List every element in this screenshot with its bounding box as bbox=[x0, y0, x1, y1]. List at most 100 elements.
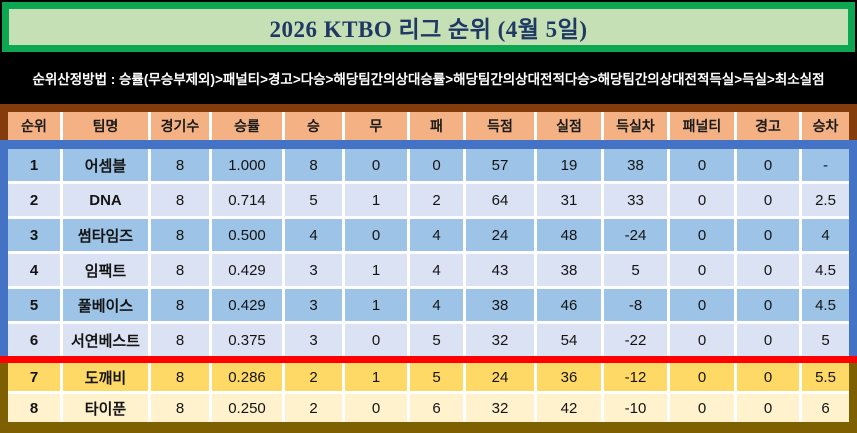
standings-header-row: 순위 팀명 경기수 승률 승 무 패 득점 실점 득실차 패널티 경고 승차 bbox=[8, 112, 849, 140]
stat-cell-games: 8 bbox=[151, 219, 209, 251]
team-name-cell: DNA bbox=[63, 184, 148, 216]
stat-cell-draws: 0 bbox=[345, 219, 407, 251]
stat-cell-draws: 1 bbox=[345, 289, 407, 321]
rank-cell: 6 bbox=[8, 324, 60, 356]
stat-cell-points-for: 24 bbox=[466, 219, 534, 251]
stat-cell-point-diff: 38 bbox=[604, 149, 667, 181]
stat-cell-warnings: 0 bbox=[737, 184, 799, 216]
stat-cell-points-against: 54 bbox=[537, 324, 601, 356]
header-cell-points-against: 실점 bbox=[537, 112, 601, 140]
stat-cell-games-behind: 5 bbox=[802, 324, 849, 356]
stat-cell-penalty: 0 bbox=[670, 363, 734, 391]
stat-cell-games-behind: 4.5 bbox=[802, 254, 849, 286]
stat-cell-draws: 1 bbox=[345, 184, 407, 216]
team-name-cell: 도깨비 bbox=[63, 363, 148, 391]
rank-cell: 2 bbox=[8, 184, 60, 216]
standings-table: 순위 팀명 경기수 승률 승 무 패 득점 실점 득실차 패널티 경고 승차 1 어셈블 8 1.000 8 0 0… bbox=[0, 104, 857, 433]
stat-cell-points-against: 46 bbox=[537, 289, 601, 321]
stat-cell-points-for: 57 bbox=[466, 149, 534, 181]
stat-cell-wins: 2 bbox=[285, 363, 342, 391]
upper-standings-band: 1 어셈블 8 1.000 8 0 0 57 19 38 0 0-2 DNA 8 0.714 5 1 2 64 31 3… bbox=[0, 140, 857, 356]
stat-cell-losses: 4 bbox=[410, 219, 463, 251]
stat-cell-point-diff: 33 bbox=[604, 184, 667, 216]
stat-cell-point-diff: -10 bbox=[604, 394, 667, 422]
team-name-cell: 풀베이스 bbox=[63, 289, 148, 321]
stat-cell-points-for: 64 bbox=[466, 184, 534, 216]
header-cell-games: 경기수 bbox=[151, 112, 209, 140]
stat-cell-point-diff: -8 bbox=[604, 289, 667, 321]
rank-cell: 3 bbox=[8, 219, 60, 251]
stat-cell-win-rate: 0.250 bbox=[212, 394, 282, 422]
stat-cell-games: 8 bbox=[151, 324, 209, 356]
stat-cell-wins: 3 bbox=[285, 254, 342, 286]
stat-cell-penalty: 0 bbox=[670, 219, 734, 251]
stat-cell-games: 8 bbox=[151, 254, 209, 286]
team-name-cell: 썸타임즈 bbox=[63, 219, 148, 251]
title-banner: 2026 KTBO 리그 순위 (4월 5일) bbox=[2, 2, 855, 52]
stat-cell-warnings: 0 bbox=[737, 289, 799, 321]
standings-upper-rows: 1 어셈블 8 1.000 8 0 0 57 19 38 0 0-2 DNA 8 0.714 5 1 2 64 31 3… bbox=[8, 149, 849, 356]
stat-cell-penalty: 0 bbox=[670, 149, 734, 181]
stat-cell-games: 8 bbox=[151, 184, 209, 216]
stat-cell-penalty: 0 bbox=[670, 289, 734, 321]
stat-cell-games: 8 bbox=[151, 394, 209, 422]
stat-cell-losses: 4 bbox=[410, 289, 463, 321]
team-name-cell: 임팩트 bbox=[63, 254, 148, 286]
rank-cell: 8 bbox=[8, 394, 60, 422]
team-name-cell: 타이푼 bbox=[63, 394, 148, 422]
stat-cell-points-for: 43 bbox=[466, 254, 534, 286]
rank-cell: 4 bbox=[8, 254, 60, 286]
stat-cell-games-behind: 4.5 bbox=[802, 289, 849, 321]
header-cell-games-behind: 승차 bbox=[802, 112, 849, 140]
stat-cell-games: 8 bbox=[151, 363, 209, 391]
stat-cell-losses: 4 bbox=[410, 254, 463, 286]
stat-cell-wins: 2 bbox=[285, 394, 342, 422]
stat-cell-draws: 1 bbox=[345, 363, 407, 391]
header-cell-draws: 무 bbox=[345, 112, 407, 140]
header-cell-rank: 순위 bbox=[8, 112, 60, 140]
header-cell-point-diff: 득실차 bbox=[604, 112, 667, 140]
stat-cell-draws: 0 bbox=[345, 394, 407, 422]
stat-cell-games: 8 bbox=[151, 149, 209, 181]
stat-cell-points-against: 31 bbox=[537, 184, 601, 216]
stat-cell-wins: 8 bbox=[285, 149, 342, 181]
rank-cell: 5 bbox=[8, 289, 60, 321]
header-cell-wins: 승 bbox=[285, 112, 342, 140]
stat-cell-penalty: 0 bbox=[670, 184, 734, 216]
stat-cell-losses: 0 bbox=[410, 149, 463, 181]
stat-cell-games-behind: 5.5 bbox=[802, 363, 849, 391]
header-cell-losses: 패 bbox=[410, 112, 463, 140]
stat-cell-win-rate: 0.375 bbox=[212, 324, 282, 356]
stat-cell-warnings: 0 bbox=[737, 219, 799, 251]
stat-cell-warnings: 0 bbox=[737, 324, 799, 356]
stat-cell-points-against: 36 bbox=[537, 363, 601, 391]
red-divider-line bbox=[0, 356, 857, 363]
header-cell-penalty: 패널티 bbox=[670, 112, 734, 140]
stat-cell-games-behind: 6 bbox=[802, 394, 849, 422]
standings-lower-rows: 7 도깨비 8 0.286 2 1 5 24 36 -12 0 0 5.5 8 타이푼 8 0.250 2 0 6 32… bbox=[8, 363, 849, 422]
stat-cell-point-diff: -24 bbox=[604, 219, 667, 251]
stat-cell-games-behind: 4 bbox=[802, 219, 849, 251]
stat-cell-points-against: 42 bbox=[537, 394, 601, 422]
stat-cell-points-against: 48 bbox=[537, 219, 601, 251]
stat-cell-points-against: 19 bbox=[537, 149, 601, 181]
stat-cell-warnings: 0 bbox=[737, 363, 799, 391]
lower-standings-band: 7 도깨비 8 0.286 2 1 5 24 36 -12 0 0 5.5 8 타이푼 8 0.250 2 0 6 32… bbox=[0, 363, 857, 433]
stat-cell-win-rate: 0.429 bbox=[212, 289, 282, 321]
stat-cell-penalty: 0 bbox=[670, 254, 734, 286]
stat-cell-points-for: 38 bbox=[466, 289, 534, 321]
stat-cell-draws: 0 bbox=[345, 324, 407, 356]
stat-cell-points-for: 32 bbox=[466, 324, 534, 356]
stat-cell-penalty: 0 bbox=[670, 324, 734, 356]
stat-cell-points-against: 38 bbox=[537, 254, 601, 286]
stat-cell-games-behind: - bbox=[802, 149, 849, 181]
stat-cell-wins: 3 bbox=[285, 289, 342, 321]
stat-cell-win-rate: 0.286 bbox=[212, 363, 282, 391]
stat-cell-win-rate: 0.429 bbox=[212, 254, 282, 286]
stat-cell-warnings: 0 bbox=[737, 394, 799, 422]
stat-cell-losses: 6 bbox=[410, 394, 463, 422]
rank-cell: 1 bbox=[8, 149, 60, 181]
stat-cell-warnings: 0 bbox=[737, 254, 799, 286]
stat-cell-draws: 1 bbox=[345, 254, 407, 286]
team-name-cell: 서연베스트 bbox=[63, 324, 148, 356]
